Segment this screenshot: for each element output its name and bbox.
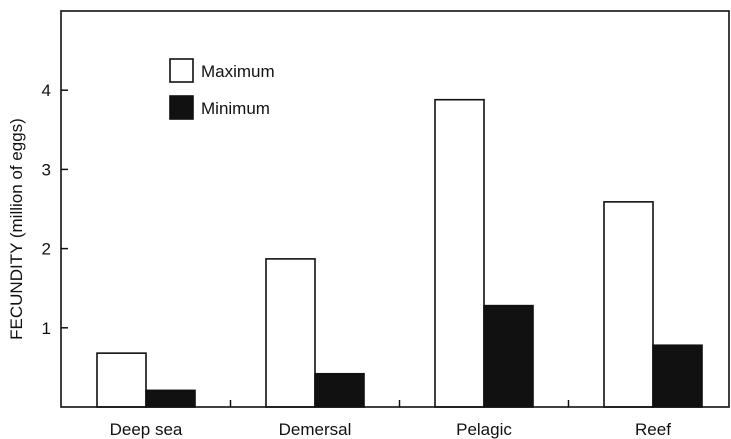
legend-label-minimum: Minimum <box>201 99 270 118</box>
y-tick-label: 3 <box>42 160 51 179</box>
ticks-layer: 1 2 3 4 Deep sea Demersal Pelagic Reef <box>42 81 672 439</box>
bar-maximum-reef <box>603 201 654 408</box>
bar-maximum-demersal <box>265 258 316 408</box>
bar-maximum-pelagic <box>434 98 485 408</box>
x-tick-label: Reef <box>635 420 671 439</box>
legend: Maximum Minimum <box>169 58 275 120</box>
x-tick-label: Deep sea <box>110 420 183 439</box>
legend-swatch-minimum <box>169 95 194 120</box>
bar-minimum-demersal <box>314 372 365 408</box>
bar-maximum-deep-sea <box>96 352 147 408</box>
bars-layer <box>96 98 703 408</box>
legend-swatch-maximum <box>169 58 194 83</box>
bar-minimum-reef <box>652 344 703 408</box>
x-tick-label: Pelagic <box>456 420 512 439</box>
plot-frame <box>60 10 730 408</box>
bar-minimum-pelagic <box>483 304 534 408</box>
bar-minimum-deep-sea <box>145 389 196 408</box>
y-tick-label: 4 <box>42 81 51 100</box>
y-tick-label: 2 <box>42 240 51 259</box>
y-tick-label: 1 <box>42 319 51 338</box>
legend-label-maximum: Maximum <box>201 62 275 81</box>
x-tick-label: Demersal <box>279 420 352 439</box>
y-axis-title: FECUNDITY (million of eggs) <box>7 118 26 340</box>
